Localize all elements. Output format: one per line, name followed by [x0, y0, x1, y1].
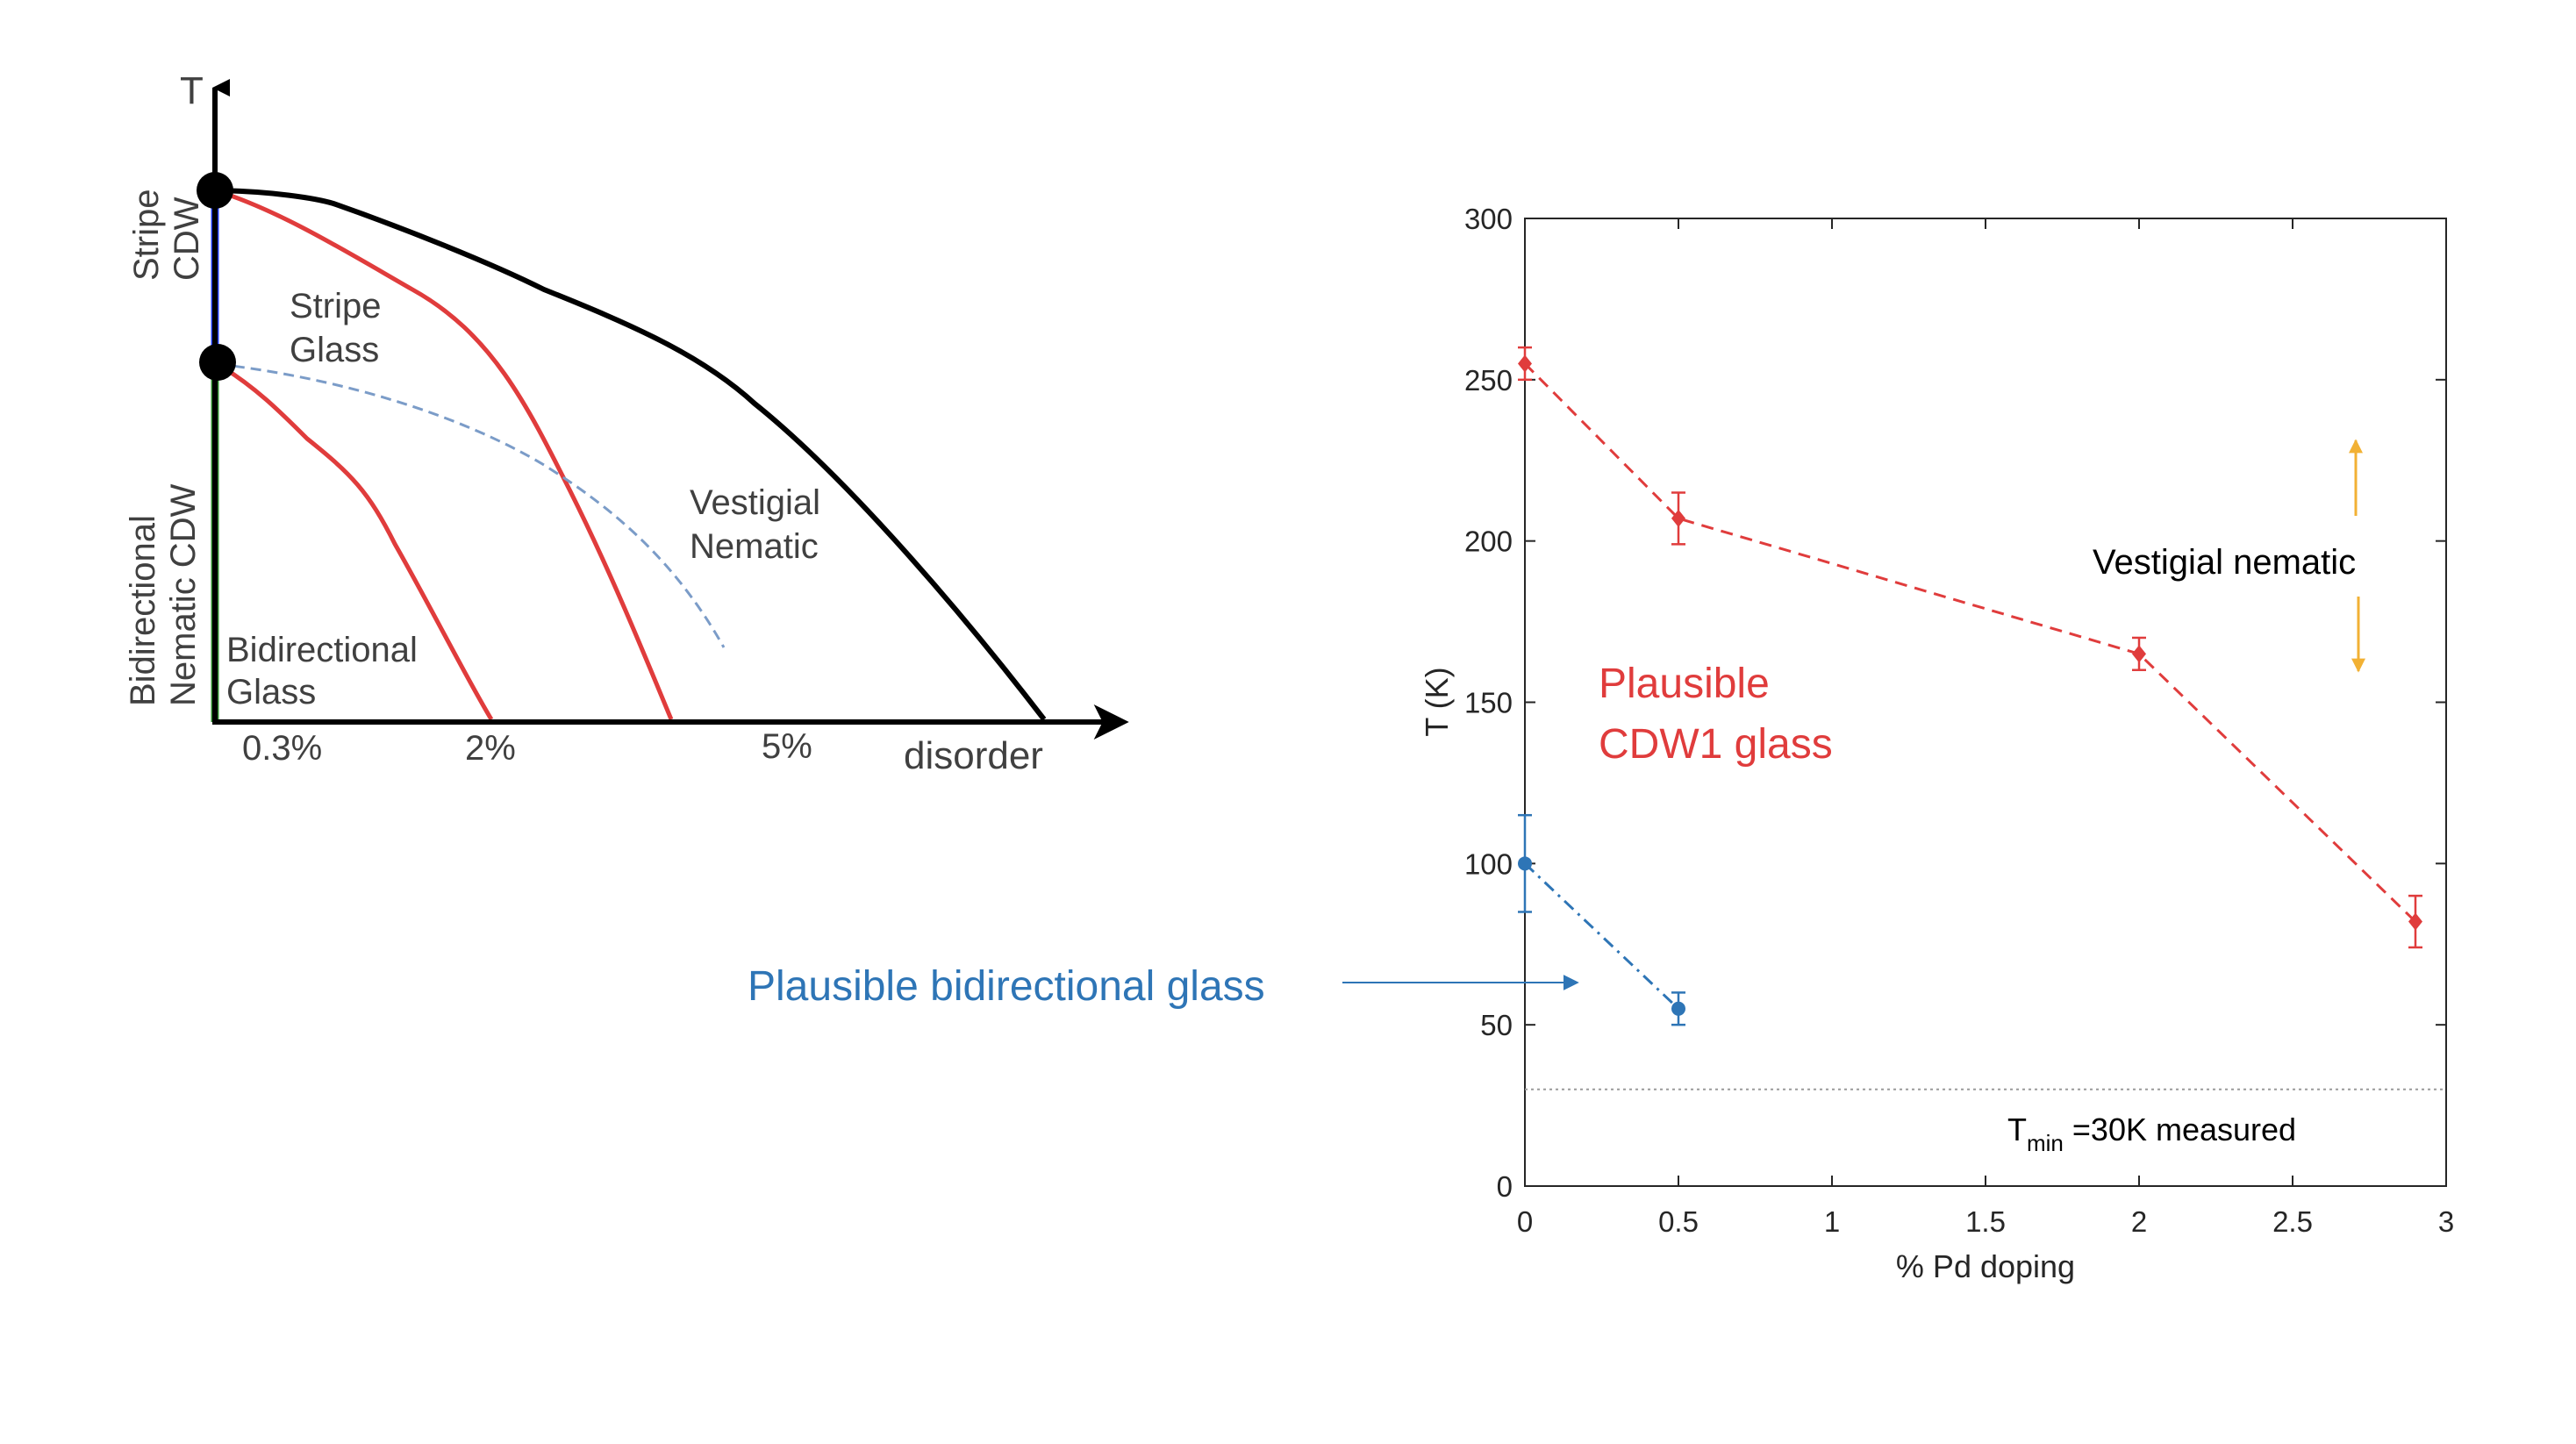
series-0-point-0: [1518, 354, 1532, 373]
y-tick-label-4: 200: [1464, 525, 1513, 558]
dashed-crossover-curve: [217, 362, 726, 648]
red-bidirectional-glass-curve: [216, 361, 494, 721]
stripe-glass-label: Stripe Glass: [290, 287, 382, 369]
doping-temperature-plot: 0 0.5 1 1.5 2 2.5 3 0 50 100 150 200 250 300 % Pd dop…: [1419, 203, 2454, 1284]
x-tick-label-6: 3: [2438, 1205, 2454, 1238]
series-layer: [1518, 346, 2422, 1026]
disorder-axis-label: disorder: [904, 734, 1043, 777]
axis-ticks: 0 0.5 1 1.5 2 2.5 3 0 50 100 150 200 250 300: [1464, 203, 2454, 1238]
tick-label-5: 5%: [762, 727, 812, 766]
x-tick-label-4: 2: [2131, 1205, 2147, 1238]
x-tick-label-2: 1: [1824, 1205, 1840, 1238]
series-1-line: [1523, 862, 1680, 1010]
lower-critical-point: [199, 344, 236, 381]
bidirectional-nematic-cdw-label: BidirectionalNematic CDW: [124, 483, 203, 706]
cdw1-glass-annotation-line1: Plausible: [1599, 661, 1770, 707]
upper-critical-point: [197, 172, 233, 209]
series-1-point-0: [1518, 856, 1532, 871]
series-0-point-1: [1671, 509, 1685, 527]
y-tick-label-2: 100: [1464, 847, 1513, 880]
x-tick-label-1: 0.5: [1658, 1205, 1699, 1238]
series-0-line: [1523, 362, 2417, 923]
y-tick-label-1: 50: [1480, 1009, 1513, 1041]
bidirectional-glass-annotation: Plausible bidirectional glass: [748, 963, 1265, 1010]
vestigial-nematic-annotation: Vestigial nematic: [2093, 543, 2356, 582]
t-axis-label: T: [180, 69, 204, 112]
y-tick-label-6: 300: [1464, 203, 1513, 235]
tick-label-0-3: 0.3%: [242, 729, 322, 768]
y-tick-label-3: 150: [1464, 687, 1513, 719]
x-tick-label-0: 0: [1517, 1205, 1533, 1238]
vestigial-nematic-label: Vestigial Nematic: [690, 483, 820, 566]
schematic-phase-diagram: T disorder 0.3% 2% 5% StripeCDW Bidirect…: [124, 69, 1129, 777]
cdw1-glass-annotation-line2: CDW1 glass: [1599, 721, 1833, 768]
y-tick-label-5: 250: [1464, 364, 1513, 397]
x-tick-label-5: 2.5: [2272, 1205, 2313, 1238]
tmin-label: Tmin =30K measured: [2007, 1112, 2296, 1156]
red-stripe-glass-curve: [214, 188, 674, 720]
y-axis-title: T (K): [1419, 667, 1455, 736]
y-tick-label-0: 0: [1497, 1170, 1513, 1203]
series-0-point-3: [2408, 912, 2422, 931]
x-tick-label-3: 1.5: [1965, 1205, 2006, 1238]
bidirectional-glass-label: Bidirectional Glass: [226, 631, 418, 711]
x-axis-title: % Pd doping: [1896, 1248, 2075, 1284]
tick-label-2: 2%: [465, 729, 516, 768]
black-transition-curve: [214, 188, 1047, 721]
stripe-cdw-label: StripeCDW: [127, 189, 206, 282]
series-1-point-1: [1671, 1001, 1685, 1016]
series-0-point-2: [2132, 645, 2146, 663]
